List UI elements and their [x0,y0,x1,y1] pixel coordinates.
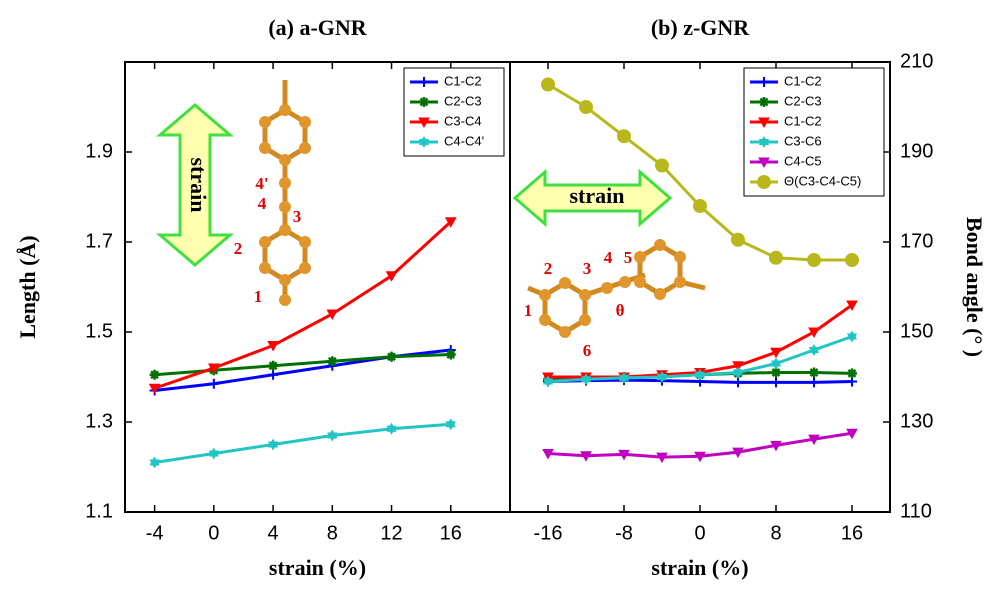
y-tick-label: 1.9 [85,140,113,162]
marker [771,377,781,387]
y2-tick-label: 130 [900,410,933,432]
marker [328,431,337,441]
marker [387,352,397,362]
marker [809,368,819,378]
marker [847,368,857,378]
marker [732,233,745,246]
legend-label: C1-C2 [784,73,822,88]
x-tick-label: 0 [208,522,219,544]
marker [209,379,219,389]
legend-label: C3-C6 [784,133,822,148]
atom-label: 2 [234,239,243,258]
atom-label: 4 [604,248,613,267]
atom-label: 4 [258,194,267,213]
y-axis-label: Length (Å) [15,235,40,338]
legend-label: C1-C2 [444,73,482,88]
series-line [155,424,451,462]
atom-label: 1 [254,287,263,306]
x-tick-label: 8 [770,522,781,544]
marker [848,332,857,342]
marker [327,356,337,366]
x-tick-label: 4 [268,522,279,544]
atom-label: 4' [255,174,268,193]
marker [808,254,821,267]
strain-label: strain [186,158,211,213]
marker [387,424,396,434]
marker [772,359,781,369]
marker [268,370,278,380]
series-line [548,305,852,377]
molecule-a [259,80,311,306]
marker [580,101,593,114]
marker [269,440,278,450]
legend-label: Θ(C3-C4-C5) [784,173,861,188]
legend-marker [758,176,771,189]
marker [694,200,707,213]
legend-marker [759,97,769,107]
y2-axis-label: Bond angle (° ) [962,217,987,357]
atom-label: 5 [624,248,633,267]
marker [656,159,669,172]
x-tick-label: 16 [841,522,863,544]
y2-tick-label: 150 [900,320,933,342]
legend-label: C3-C4 [444,113,482,128]
x-tick-label: 8 [327,522,338,544]
legend-label: C1-C2 [784,113,822,128]
marker [770,251,783,264]
y-tick-label: 1.5 [85,320,113,342]
marker [733,377,743,387]
x-tick-label: 16 [440,522,462,544]
marker [446,350,456,360]
x-tick-label: -16 [534,522,563,544]
y-tick-label: 1.1 [85,500,113,522]
atom-label: θ [616,301,625,320]
marker [542,78,555,91]
x-tick-label: -4 [146,522,164,544]
marker [150,458,159,468]
molecule-b [528,239,705,338]
y2-tick-label: 110 [900,500,932,522]
y-tick-label: 1.3 [85,410,113,432]
atom-label: 3 [293,207,302,226]
legend-label: C4-C4' [444,133,484,148]
x-tick-label: -8 [615,522,633,544]
legend-label: C2-C3 [444,93,482,108]
y2-tick-label: 190 [900,140,933,162]
x-tick-label: 12 [380,522,402,544]
y2-tick-label: 210 [900,50,933,72]
y-tick-label: 1.7 [85,230,113,252]
atom-label: 1 [524,301,533,320]
marker [150,370,160,380]
marker [618,130,631,143]
marker [210,449,219,459]
marker [268,361,278,371]
atom-label: 6 [583,341,592,360]
marker [809,377,819,387]
x-axis-label: strain (%) [651,555,748,580]
legend-marker [419,97,429,107]
strain-label: strain [570,183,625,208]
atom-label: 2 [544,259,553,278]
legend-label: C4-C5 [784,153,822,168]
legend-label: C2-C3 [784,93,822,108]
marker [846,254,859,267]
panel-title: (b) z-GNR [651,15,750,40]
x-axis-label: strain (%) [269,555,366,580]
atom-label: 3 [583,259,592,278]
chart: (a) a-GNRstrain (%)Length (Å)-404812161.… [0,0,995,590]
x-tick-label: 0 [694,522,705,544]
marker [446,419,455,429]
marker [810,345,819,355]
panel-title: (a) a-GNR [268,15,367,40]
y2-tick-label: 170 [900,230,933,252]
